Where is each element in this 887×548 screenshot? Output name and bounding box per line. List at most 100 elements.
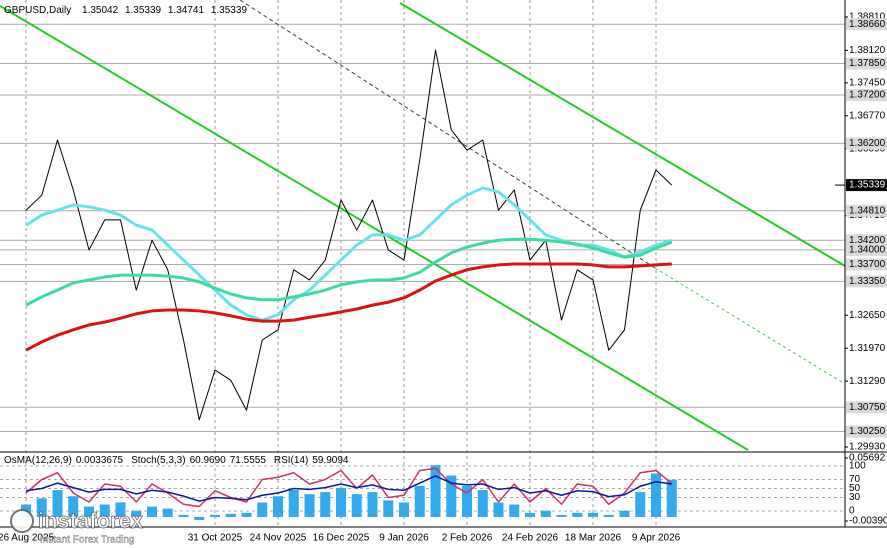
osma-bar <box>619 510 630 517</box>
osma-bar <box>383 500 394 517</box>
trend-line <box>239 0 656 269</box>
osma-bar <box>52 490 63 517</box>
x-tick-label: 16 Dec 2025 <box>313 533 370 544</box>
level-label: 1.36200 <box>849 138 886 149</box>
level-label: 1.34810 <box>849 205 886 216</box>
level-label-bg <box>846 243 887 256</box>
series-line <box>25 237 673 307</box>
indicator-value: 0.0033675 <box>76 455 124 466</box>
osma-bar <box>147 506 157 517</box>
level-label: 1.34200 <box>849 235 886 246</box>
level-label-bg <box>846 258 887 271</box>
oscillator-header: OsMA(12,26,9) 0.0033675 Stoch(5,3,3) 60.969… <box>4 455 349 466</box>
level-label-bg <box>846 401 887 414</box>
grid-layer <box>0 0 845 527</box>
x-tick-label: 18 Mar 2026 <box>565 533 622 544</box>
y-tick-label: 1.36770 <box>849 110 886 121</box>
x-tick-label: 9 Jan 2026 <box>379 533 429 544</box>
current-price-label: 1.35339 <box>849 180 886 191</box>
indicator-name: RSI(14) <box>274 455 308 466</box>
indicator-name: OsMA(12,26,9) <box>4 455 72 466</box>
y-tick-label: 1.37450 <box>849 77 886 88</box>
level-label: 1.37200 <box>849 90 886 101</box>
y-tick-label: 0 <box>849 506 855 517</box>
y2-tick-label: -0.00390 <box>849 516 887 527</box>
osma-bar <box>131 510 142 517</box>
y-tick-label: 70 <box>849 474 861 485</box>
trend-line <box>0 5 749 451</box>
osma-bar <box>540 510 551 517</box>
indicator-value: 60.9690 <box>190 455 227 466</box>
osma-bar <box>603 514 614 517</box>
level-label: 1.33350 <box>849 276 886 287</box>
osma-bar <box>320 492 331 517</box>
osma-bar <box>588 512 598 517</box>
y-tick-label: 100 <box>849 461 866 472</box>
level-label-bg <box>846 275 887 288</box>
osma-bar <box>572 512 583 517</box>
osma-bar <box>304 494 315 517</box>
level-label-bg <box>846 234 887 247</box>
ohlc-high: 1.35339 <box>125 5 162 16</box>
y-tick-label: 1.31970 <box>849 343 886 354</box>
ohlc-open: 1.35042 <box>82 5 119 16</box>
osma-bar <box>493 502 504 517</box>
symbol: GBPUSD,Daily <box>4 5 71 16</box>
series-line <box>25 467 673 508</box>
osma-bar <box>99 504 110 517</box>
x-tick-label: 24 Feb 2026 <box>502 533 559 544</box>
osma-bar <box>210 514 220 517</box>
osma-bar <box>556 514 567 517</box>
y-tick-label: 1.31290 <box>849 376 886 387</box>
osma-bar <box>446 475 457 517</box>
osma-bar <box>178 514 189 517</box>
osma-bar <box>430 465 441 517</box>
ohlc-close: 1.35339 <box>211 5 248 16</box>
y-tick-label: 1.29930 <box>849 442 886 453</box>
osma-bar <box>525 512 535 517</box>
ohlc-low: 1.34741 <box>168 5 205 16</box>
logo-brand: instaforex <box>38 508 144 533</box>
logo-icon <box>10 509 34 533</box>
level-label-bg <box>846 88 887 101</box>
level-label: 1.33700 <box>849 259 886 270</box>
osma-bar <box>336 487 346 517</box>
y-tick-label: 50 <box>849 483 861 494</box>
osma-bar <box>115 502 126 517</box>
trend-line <box>399 2 846 267</box>
y-tick-label: 1.32650 <box>849 310 886 321</box>
level-label: 1.37850 <box>849 58 886 69</box>
x-tick-label: 9 Apr 2026 <box>632 533 681 544</box>
osma-bar <box>225 513 236 517</box>
level-label: 1.38660 <box>849 19 886 30</box>
osma-bar <box>273 496 283 517</box>
y2-tick-label: 0.05692 <box>849 453 886 464</box>
level-label-bg <box>846 137 887 150</box>
osma-bar <box>477 490 488 517</box>
osma-bar <box>414 485 425 517</box>
osma-bar <box>399 502 409 517</box>
level-label: 1.34000 <box>849 245 886 256</box>
x-tick-label: 24 Nov 2025 <box>250 533 307 544</box>
current-price-bg <box>846 179 887 192</box>
watermark: instaforex Instant Forex Trading <box>10 507 144 546</box>
series-line <box>25 475 672 502</box>
osma-bar <box>68 496 79 517</box>
level-label: 1.30750 <box>849 402 886 413</box>
level-label-bg <box>846 57 887 70</box>
series-line <box>25 49 673 421</box>
osma-bar <box>288 490 299 517</box>
x-axis-strip <box>0 528 887 548</box>
chart-title: GBPUSD,Daily 1.35042 1.35339 1.34741 1.3… <box>4 5 247 16</box>
osma-bar <box>194 516 205 521</box>
level-label-bg <box>846 18 887 31</box>
osma-bar <box>462 485 472 517</box>
level-label-bg <box>846 204 887 217</box>
osma-bar <box>84 506 94 517</box>
osma-bar <box>651 473 661 517</box>
osma-bar <box>36 498 47 517</box>
series-line <box>25 262 672 352</box>
level-label-bg <box>846 425 887 438</box>
y-tick-label: 1.38810 <box>849 12 886 23</box>
